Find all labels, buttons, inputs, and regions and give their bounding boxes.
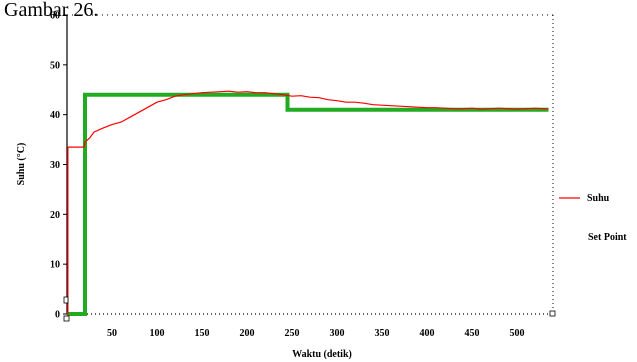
x-tick-label: 300 <box>330 328 345 339</box>
x-axis-title: Waktu (detik) <box>292 349 352 360</box>
legend-label-suhu: Suhu <box>587 193 610 204</box>
y-tick-label: 50 <box>50 60 60 71</box>
y-tick-label: 20 <box>50 210 60 221</box>
x-tick-label: 450 <box>465 328 480 339</box>
y-tick-label: 10 <box>50 260 60 271</box>
x-tick-label: 50 <box>107 328 117 339</box>
y-tick-label: 30 <box>50 160 60 171</box>
series-layer <box>67 90 549 316</box>
x-axis-ticks: 50 100 150 200 250 300 350 400 450 500 <box>107 328 525 339</box>
x-tick-label: 250 <box>285 328 300 339</box>
right-handle-square <box>549 310 556 317</box>
legend-label-set-point: Set Point <box>588 232 627 243</box>
left-handle-square <box>63 315 70 322</box>
x-tick-label: 500 <box>510 328 525 339</box>
x-tick-label: 400 <box>420 328 435 339</box>
start-handle-square <box>63 296 69 304</box>
y-axis-title: Suhu (°C) <box>16 143 27 186</box>
series-line-suhu <box>67 90 549 315</box>
x-tick-label: 350 <box>375 328 390 339</box>
x-tick-label: 100 <box>150 328 165 339</box>
legend: Suhu Set Point <box>559 193 627 243</box>
x-tick-label: 200 <box>240 328 255 339</box>
y-tick-label: 40 <box>50 110 60 121</box>
y-axis-ticks: 0 10 20 30 40 50 60 <box>50 11 67 321</box>
y-tick-label: 0 <box>55 310 60 321</box>
y-tick-label: 60 <box>50 11 60 22</box>
figure-caption: Gambar 26. <box>4 0 98 21</box>
x-tick-label: 150 <box>195 328 210 339</box>
series-line-set-point <box>67 92 549 316</box>
